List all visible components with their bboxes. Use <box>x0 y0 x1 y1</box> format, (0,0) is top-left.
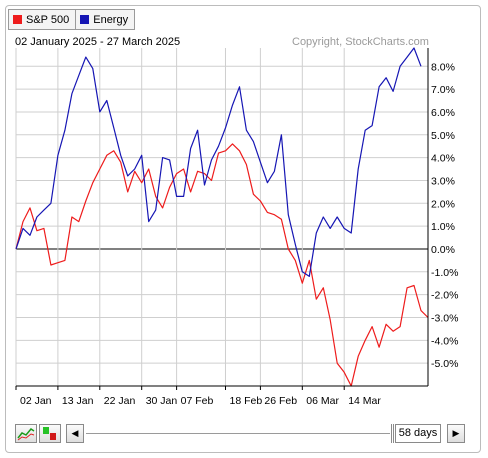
y-tick-label: 7.0% <box>431 84 455 96</box>
y-tick-label: 4.0% <box>431 153 455 165</box>
energy-line <box>15 47 422 277</box>
chart-frame <box>5 5 481 453</box>
x-tick-label: 06 Mar <box>306 395 339 407</box>
scroll-right-button[interactable]: ▶ <box>447 424 465 443</box>
x-tick-label: 26 Feb <box>264 395 297 407</box>
x-tick-label: 07 Feb <box>181 395 214 407</box>
line-chart-icon <box>17 428 35 441</box>
y-tick-label: 3.0% <box>431 175 455 187</box>
sp500-line <box>15 143 429 387</box>
scroll-left-button[interactable]: ◀ <box>66 424 84 443</box>
y-tick-label: -2.0% <box>431 290 458 302</box>
legend: S&P 500 Energy <box>8 9 136 30</box>
y-tick-label: 0.0% <box>431 244 455 256</box>
days-selector[interactable]: 58 days <box>395 424 441 443</box>
x-tick-label: 14 Mar <box>348 395 381 407</box>
chart-style-button[interactable] <box>15 424 37 443</box>
legend-item-sp500[interactable]: S&P 500 <box>9 10 75 29</box>
legend-swatch-energy <box>80 15 90 24</box>
x-tick-label: 02 Jan <box>20 395 52 407</box>
y-tick-label: -4.0% <box>431 335 458 347</box>
axes: -5.0% -4.0% -3.0% -2.0% -1.0% 0.0% 1.0% 2.0% 3.0… <box>15 48 458 407</box>
y-tick-label: -5.0% <box>431 358 458 370</box>
y-tick-label: 6.0% <box>431 107 455 119</box>
color-button[interactable] <box>39 424 61 443</box>
copyright: Copyright, StockCharts.com <box>292 36 429 48</box>
chevron-left-icon: ◀ <box>71 428 79 438</box>
legend-label-energy: Energy <box>93 13 129 26</box>
chevron-right-icon: ▶ <box>452 428 460 438</box>
legend-swatch-sp500 <box>13 15 22 24</box>
resize-handle[interactable] <box>391 424 394 443</box>
y-tick-label: 2.0% <box>431 198 455 210</box>
x-tick-label: 22 Jan <box>104 395 136 407</box>
y-tick-label: 5.0% <box>431 130 455 142</box>
x-tick-label: 13 Jan <box>62 395 94 407</box>
y-tick-label: 8.0% <box>431 61 455 73</box>
color-swatch-icon <box>43 427 56 440</box>
y-tick-label: 1.0% <box>431 221 455 233</box>
grid <box>15 48 428 386</box>
legend-item-energy[interactable]: Energy <box>75 10 134 29</box>
date-scrollbar[interactable] <box>86 433 390 434</box>
date-range: 02 January 2025 - 27 March 2025 <box>15 36 181 48</box>
plot-lines <box>15 47 429 387</box>
x-tick-label: 30 Jan <box>146 395 178 407</box>
x-tick-label: 18 Feb <box>229 395 262 407</box>
y-tick-label: -3.0% <box>431 312 458 324</box>
legend-label-sp500: S&P 500 <box>26 13 70 26</box>
y-tick-label: -1.0% <box>431 267 458 279</box>
